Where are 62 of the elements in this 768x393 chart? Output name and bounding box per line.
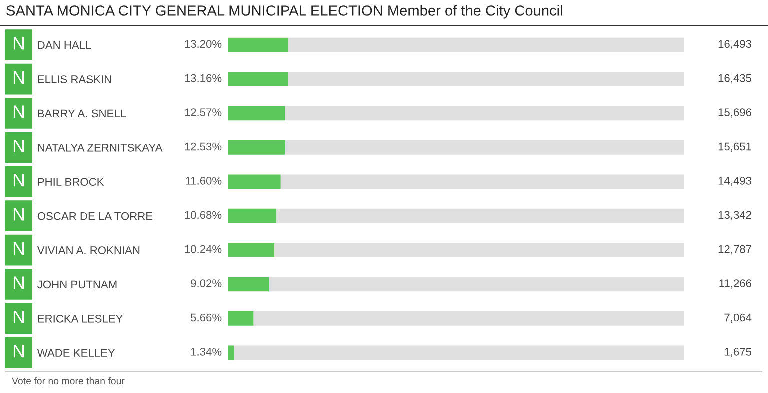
text: N — [14, 276, 24, 290]
bar — [228, 38, 288, 52]
data-label: 1.34% — [191, 348, 222, 356]
text: 12,787 — [718, 245, 752, 255]
bar — [276, 208, 684, 224]
bar — [280, 174, 684, 190]
text: 13,342 — [718, 211, 752, 220]
text: N — [14, 208, 24, 221]
y-tick-label: DAN HALL — [38, 41, 92, 50]
bar — [269, 277, 684, 292]
text: N — [14, 37, 24, 50]
data-label: 12.57% — [185, 108, 222, 116]
data-label: 13.16% — [185, 74, 222, 82]
bar — [228, 72, 288, 86]
text: N — [14, 140, 24, 152]
text: 15,696 — [718, 108, 752, 118]
chart-title: SANTA MONICA CITY GENERAL MUNICIPAL ELECTION Member of the City Council — [6, 5, 562, 19]
text: 11,266 — [720, 280, 752, 289]
y-tick-label: PHIL BROCK — [38, 178, 104, 186]
data-label: 11.60% — [186, 177, 222, 185]
y-tick-label: ERICKA LESLEY — [38, 314, 123, 323]
bar — [228, 243, 275, 258]
bar — [228, 208, 277, 224]
bar — [234, 346, 684, 360]
text: N — [14, 72, 24, 84]
text: 16,493 — [718, 40, 752, 50]
data-label: 13.20% — [185, 40, 222, 48]
text: 14,493 — [718, 177, 752, 186]
bar — [285, 106, 684, 121]
text: Vote for no more than four — [12, 377, 125, 385]
text: N — [14, 106, 24, 118]
y-tick-label: WADE KELLEY — [37, 349, 116, 357]
bar — [274, 243, 684, 258]
bar — [228, 174, 281, 190]
y-tick-label: JOHN PUTNAM — [38, 280, 117, 289]
text: 15,651 — [718, 142, 752, 152]
bar — [228, 106, 286, 121]
data-label: 12.53% — [185, 142, 222, 151]
text: N — [14, 345, 24, 358]
text: N — [14, 310, 24, 324]
y-tick-label: OSCAR DE LA TORRE — [38, 212, 153, 220]
text: 1,675 — [725, 348, 752, 358]
bar — [254, 312, 684, 326]
text: N — [14, 242, 24, 255]
text: N — [14, 174, 24, 187]
y-tick-label: BARRY A. SNELL — [38, 110, 126, 118]
data-label: 9.02% — [191, 280, 222, 288]
y-tick-label: ELLIS RASKIN — [38, 76, 112, 84]
bar — [228, 277, 270, 292]
y-tick-label: VIVIAN A. ROKNIAN — [37, 246, 140, 254]
bar — [288, 72, 684, 86]
text: 7,064 — [724, 314, 752, 323]
bar — [228, 140, 286, 155]
bar — [228, 312, 254, 326]
bar — [288, 38, 684, 52]
data-label: 10.68% — [185, 211, 222, 220]
text: 16,435 — [718, 74, 752, 84]
data-label: 5.66% — [191, 314, 222, 322]
y-tick-label: NATALYA ZERNITSKAYA — [38, 144, 163, 152]
data-label: 10.24% — [185, 245, 222, 254]
bar — [285, 140, 684, 155]
bar — [228, 346, 234, 360]
